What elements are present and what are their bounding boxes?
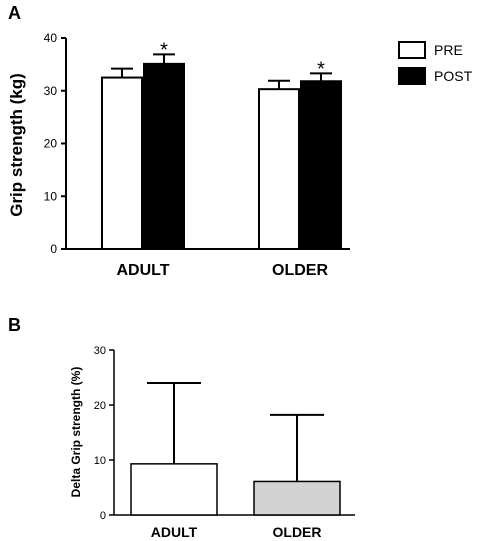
panel-a-significance-marker: * <box>160 39 168 61</box>
panel-b-x-tick-label: ADULT <box>151 524 198 540</box>
panel-b-bars <box>130 382 341 516</box>
panel-a-bars: ** <box>101 39 342 251</box>
panel-a-bar-post-adult <box>143 62 185 250</box>
panel-a-significance-marker: * <box>317 58 325 80</box>
panel-b: B Delta Grip strength (%) 0 10 20 30 ADULT OL… <box>8 315 355 540</box>
panel-b-y-tick-label: 0 <box>100 510 106 522</box>
panel-a-legend: PRE POST <box>398 41 473 85</box>
panel-a-x-tick-label: ADULT <box>116 262 169 279</box>
panel-a-y-tick-label: 40 <box>44 31 58 45</box>
panel-a-bar-post-older <box>300 80 342 250</box>
panel-a-y-tick-label: 20 <box>44 137 58 151</box>
panel-b-bar-older <box>253 480 341 516</box>
panel-a-bar-pre-adult <box>101 76 143 250</box>
panel-b-letter: B <box>8 315 21 335</box>
panel-b-y-tick-label: 20 <box>94 400 106 412</box>
panel-a-legend-swatch-pre <box>398 41 426 59</box>
panel-a-legend-swatch-post <box>398 67 426 85</box>
panel-a-legend-label-post: POST <box>434 68 473 84</box>
panel-b-bar-adult <box>130 463 218 516</box>
panel-a-y-axis-title: Grip strength (kg) <box>7 73 26 217</box>
panel-a-y-tick-label: 10 <box>44 189 58 203</box>
panel-b-y-axis-title: Delta Grip strength (%) <box>69 367 83 498</box>
panel-b-x-tick-label: OLDER <box>273 524 322 540</box>
panel-b-y-tick-label: 30 <box>94 345 106 357</box>
panel-a-y-tick-label: 0 <box>50 242 57 256</box>
panel-a-bar-pre-older <box>258 88 300 251</box>
panel-a-legend-label-pre: PRE <box>434 42 463 58</box>
panel-a-x-tick-label: OLDER <box>272 262 328 279</box>
panel-a: A Grip strength (kg) 0 10 20 30 40 ADULT OLDER… <box>7 3 473 279</box>
panel-a-letter: A <box>8 3 21 23</box>
panel-a-y-tick-label: 30 <box>44 84 58 98</box>
panel-b-y-tick-label: 10 <box>94 455 106 467</box>
